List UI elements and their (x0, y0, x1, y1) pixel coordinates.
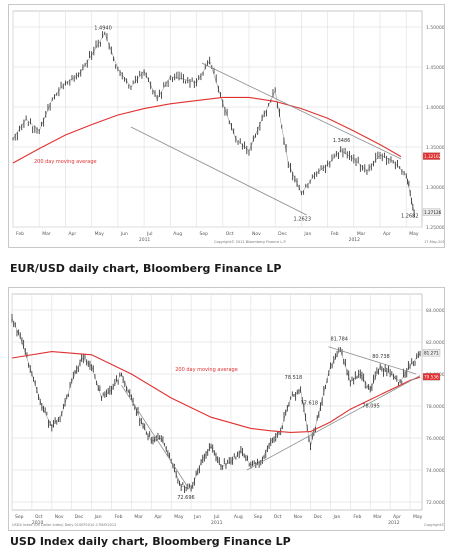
x-tick-label: Apr (68, 231, 76, 237)
x-tick-label: Feb (353, 514, 361, 520)
eurusd-chart-panel: 1.50000 1.45000 1.40000 1.35000 1.30000 1.250… (8, 4, 445, 248)
x-tick-label: Sep (15, 514, 24, 520)
x-tick-label: Aug (173, 231, 182, 237)
price-annotation: 81.784 (330, 336, 348, 342)
x-tick-label: Jun (193, 514, 201, 520)
x-tick-label: Oct (226, 231, 234, 237)
x-tick-label: Oct (274, 514, 282, 520)
x-tick-label: Feb (331, 231, 339, 237)
usd-index-chart-caption: USD Index daily chart, Bloomberg Finance… (10, 535, 291, 548)
last-value-label: 81.271 (424, 351, 439, 356)
moving-average-line (11, 351, 421, 433)
moving-average-label: 200 day moving average (34, 159, 97, 165)
x-tick-label: Apr (383, 231, 391, 237)
eurusd-chart-svg: 1.50000 1.45000 1.40000 1.35000 1.30000 1.250… (12, 10, 444, 244)
x-tick-label: Feb (16, 231, 24, 237)
usd-index-chart-svg: 84.000082.000080.000078.000076.000074.00… (11, 293, 444, 527)
x-tick-label: May (95, 231, 105, 237)
x-year-label: 2010 (32, 520, 44, 526)
y-tick-label: 72.0000 (426, 500, 444, 506)
trendline (246, 375, 421, 471)
x-tick-label: Nov (294, 514, 303, 520)
price-annotation: 80.738 (372, 354, 390, 360)
x-tick-label: May (413, 514, 423, 520)
price-annotation: 77.618 (301, 400, 319, 406)
price-annotation: 1.3486 (333, 138, 351, 144)
x-tick-label: Mar (357, 231, 366, 237)
plot-area (11, 293, 423, 511)
footer-text: 17-May-2012 13:41:00 (424, 240, 444, 244)
x-tick-label: Jan (303, 231, 311, 237)
x-year-label: 2011 (139, 237, 151, 243)
price-series-line (12, 32, 415, 213)
x-tick-label: Aug (234, 514, 243, 520)
price-series-line (11, 317, 421, 490)
moving-average-line (12, 96, 402, 164)
y-tick-label: 84.0000 (426, 308, 444, 314)
last-value-label: 79.536 (424, 375, 439, 380)
source-text: USDX Index (US Dollar Index) Daily 01SEP… (12, 523, 116, 527)
x-year-label: 2012 (349, 237, 361, 243)
y-tick-label: 1.30000 (426, 185, 444, 191)
x-tick-label: Jul (213, 514, 219, 520)
trendline (130, 126, 307, 216)
price-annotation: 1.2623 (294, 217, 312, 223)
source-text: Copyright© 2012 Bloomberg Finance L.P. (214, 240, 286, 244)
x-tick-label: May (174, 514, 184, 520)
y-tick-label: 1.45000 (426, 65, 444, 71)
trendline (201, 62, 402, 160)
x-tick-label: May (409, 231, 419, 237)
y-tick-label: 1.50000 (426, 25, 444, 31)
x-year-label: 2011 (211, 520, 223, 526)
price-annotation: 78.518 (285, 375, 303, 381)
x-tick-label: Nov (252, 231, 261, 237)
trendline (328, 346, 417, 375)
x-tick-label: Mar (134, 514, 143, 520)
plot-area (12, 10, 423, 228)
x-tick-label: Apr (393, 514, 401, 520)
price-annotation: 78.095 (362, 404, 380, 410)
last-value-tag (422, 349, 441, 357)
y-tick-label: 78.0000 (426, 404, 444, 410)
y-tick-label: 82.0000 (426, 340, 444, 346)
last-value-tag (422, 208, 441, 216)
x-tick-label: Sep (254, 514, 263, 520)
footer-text: Copyright© 2012 Bloomberg Finance L.P. (424, 523, 444, 527)
y-tick-label: 1.25000 (426, 225, 444, 231)
x-tick-label: Mar (373, 514, 382, 520)
last-value-label: 1.27126 (424, 210, 442, 215)
x-tick-label: Dec (314, 514, 323, 520)
x-tick-label: Dec (278, 231, 287, 237)
trendline (121, 384, 188, 487)
price-annotation: 1.2682 (401, 213, 419, 219)
y-tick-label: 76.0000 (426, 436, 444, 442)
x-tick-label: Jun (120, 231, 128, 237)
x-tick-label: Feb (115, 514, 123, 520)
x-tick-label: Jan (332, 514, 340, 520)
usd-index-chart-panel: 84.000082.000080.000078.000076.000074.00… (8, 287, 445, 531)
last-value-tag (422, 152, 441, 160)
last-value-label: 1.32162 (424, 154, 442, 159)
price-annotation: 72.696 (177, 495, 195, 501)
x-tick-label: Sep (200, 231, 209, 237)
x-tick-label: Dec (75, 514, 84, 520)
y-tick-label: 1.35000 (426, 145, 444, 151)
eurusd-chart-caption: EUR/USD daily chart, Bloomberg Finance L… (10, 262, 282, 275)
x-tick-label: Jul (146, 231, 152, 237)
x-tick-label: Nov (55, 514, 64, 520)
y-tick-label: 74.0000 (426, 468, 444, 474)
price-annotation: 1.4940 (94, 25, 112, 31)
x-tick-label: Mar (42, 231, 51, 237)
x-year-label: 2012 (388, 520, 400, 526)
x-tick-label: Apr (154, 514, 162, 520)
x-tick-label: Jan (94, 514, 102, 520)
y-tick-label: 1.40000 (426, 105, 444, 111)
moving-average-label: 200 day moving average (175, 367, 238, 373)
last-value-tag (422, 373, 441, 381)
x-tick-label: Oct (35, 514, 43, 520)
